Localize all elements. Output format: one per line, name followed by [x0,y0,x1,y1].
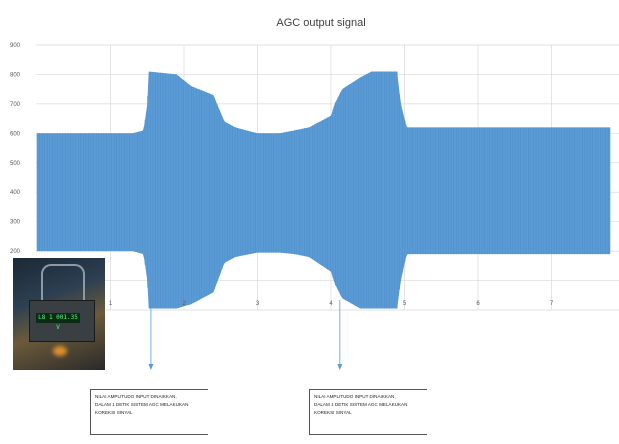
x-axis-ticks: 1 2 3 4 5 6 7 [109,301,554,307]
signal-envelope [37,71,611,309]
x-tick-label: 3 [256,301,260,307]
device-photo: L8 1 001.35 V [13,258,105,370]
annotation-2-line-3: KOREKSI SINYAL [314,410,352,415]
x-tick-label: 5 [403,301,407,307]
annotation-2-line-1: NILAI AMPLITUDO INPUT DINAIKKAN, [314,394,396,399]
y-tick-label: 200 [10,249,21,255]
y-tick-label: 300 [10,220,21,226]
y-tick-label: 600 [10,131,21,137]
y-tick-label: 500 [10,161,21,167]
annotation-arrow-head [337,364,343,370]
annotation-box-1: NILAI AMPLITUDO INPUT DINAIKKAN, DALAM 1… [90,389,208,435]
annotation-1-line-3: KOREKSI SINYAL [95,410,133,415]
y-axis-ticks: 900 800 700 600 500 400 300 200 [10,43,21,255]
y-tick-label: 800 [10,72,21,78]
chart-title: AGC output signal [276,17,365,29]
x-tick-label: 4 [329,301,333,307]
signal-oscillation [36,71,609,309]
y-tick-label: 400 [10,190,21,196]
annotation-arrow-head [148,364,154,370]
x-tick-label: 2 [182,301,186,307]
y-tick-label: 700 [10,102,21,108]
annotation-arrows [148,300,343,370]
annotation-box-2: NILAI AMPLITUDO INPUT DINAIKKAN, DALAM 1… [309,389,427,435]
annotation-1-line-1: NILAI AMPLITUDO INPUT DINAIKKAN, [95,394,177,399]
annotation-2-line-2: DALAM 1 DETIK SISTEM AGC MELAKUKAN [314,402,408,407]
x-tick-label: 7 [550,301,554,307]
signal-series [36,71,611,309]
signal-generator-device: L8 1 001.35 V [29,300,95,342]
x-tick-label: 1 [109,301,113,307]
indicator-light [53,346,67,356]
annotation-1-line-2: DALAM 1 DETIK SISTEM AGC MELAKUKAN [95,402,189,407]
x-tick-label: 6 [476,301,480,307]
probe-wires [41,264,85,300]
device-display: L8 1 001.35 V [36,313,80,331]
y-tick-label: 900 [10,43,21,49]
